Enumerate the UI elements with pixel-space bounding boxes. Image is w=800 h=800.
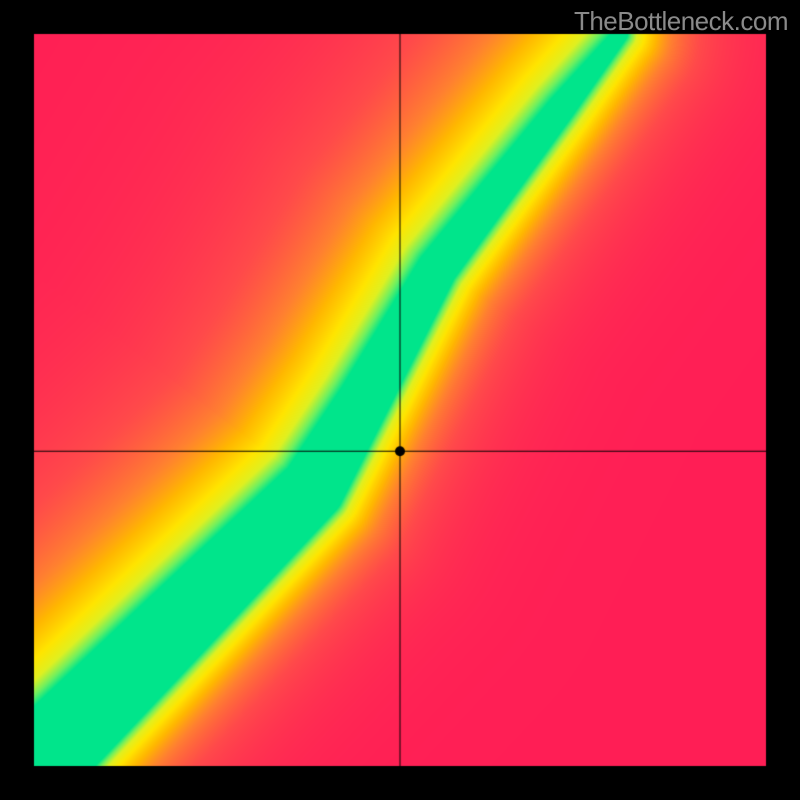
watermark-text: TheBottleneck.com [574, 6, 788, 37]
chart-container: TheBottleneck.com [0, 0, 800, 800]
heatmap-canvas [0, 0, 800, 800]
